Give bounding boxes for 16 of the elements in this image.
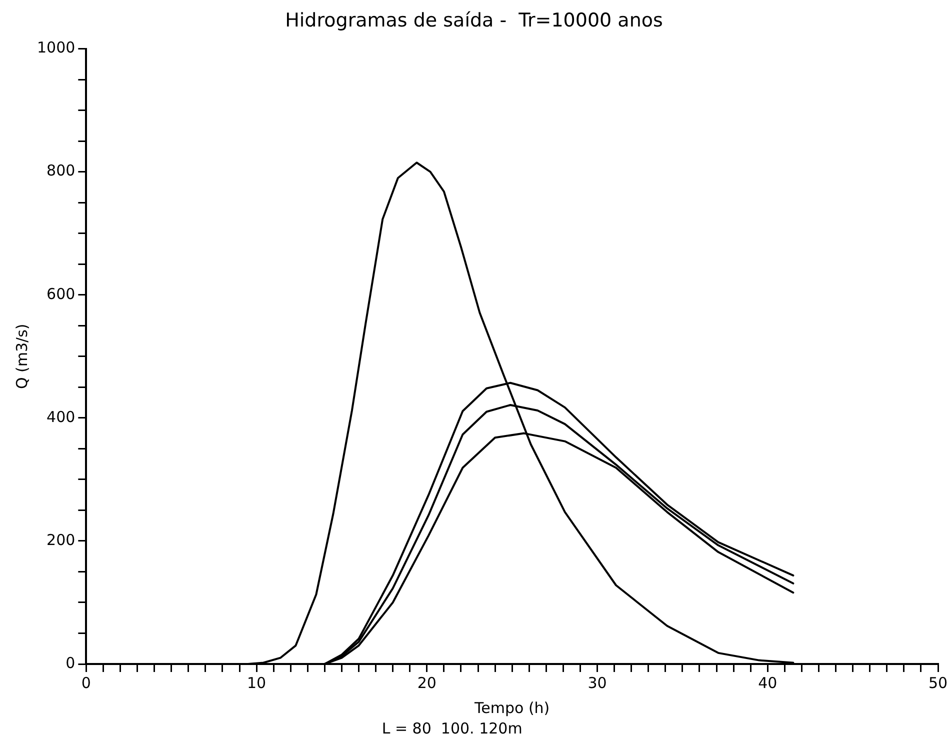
x-tick-label: 10 <box>246 674 266 692</box>
x-tick-label: 30 <box>588 674 607 692</box>
y-tick-label: 0 <box>66 654 76 672</box>
x-tick-label: 0 <box>81 674 91 692</box>
y-tick-label: 400 <box>46 408 76 426</box>
text: L = 80 100. 120m <box>382 719 522 738</box>
x-tick-label: 20 <box>417 674 436 692</box>
x-axis-title: Tempo (h) <box>474 698 550 717</box>
y-tick-label: 200 <box>46 530 76 549</box>
x-tick-label: 40 <box>758 674 778 692</box>
x-tick-label: 50 <box>928 674 948 692</box>
y-tick-label: 800 <box>46 162 76 180</box>
y-axis-title: Q (m3/s) <box>12 324 31 390</box>
y-tick-label: 1000 <box>36 38 76 57</box>
y-tick-label: 600 <box>46 284 76 303</box>
chart-title: Hidrogramas de saída - Tr=10000 anos <box>285 9 663 32</box>
